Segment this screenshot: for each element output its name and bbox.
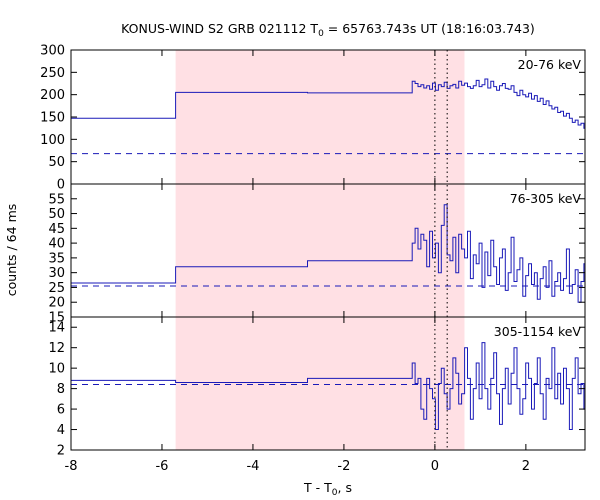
y-tick-label-panel-1-0: 0 [57, 178, 65, 193]
y-axis-label: counts / 64 ms [4, 204, 19, 297]
panel-frame-3 [70, 316, 586, 451]
x-tick-label-1: -6 [155, 459, 168, 474]
x-tick-label-3: -2 [337, 459, 350, 474]
x-tick-label-0: -8 [65, 459, 78, 474]
y-tick-label-panel-1-3: 150 [40, 111, 65, 126]
y-tick-label-panel-3-0: 2 [57, 444, 65, 459]
y-tick-label-panel-2-3: 30 [48, 266, 65, 281]
y-tick-label-panel-3-1: 4 [57, 423, 65, 438]
y-tick-label-panel-3-5: 12 [48, 341, 65, 356]
y-tick-label-panel-2-4: 35 [48, 251, 65, 266]
x-tick-label-2: -4 [246, 459, 259, 474]
y-tick-label-panel-2-1: 20 [48, 296, 65, 311]
y-tick-label-panel-2-5: 40 [48, 237, 65, 252]
y-tick-label-panel-3-6: 14 [48, 321, 65, 336]
x-tick-label-4: 0 [431, 459, 439, 474]
light-curve-panel-3 [71, 342, 585, 430]
x-axis-label: T - T0, s [303, 480, 352, 498]
y-tick-label-panel-2-0: 15 [48, 311, 65, 326]
y-tick-label-panel-1-1: 50 [48, 155, 65, 170]
x-axis-label-subscript: 0 [332, 488, 338, 498]
y-tick-label-panel-2-7: 50 [48, 207, 65, 222]
y-tick-label-panel-1-6: 300 [40, 44, 65, 59]
x-tick-label-5: 2 [522, 459, 530, 474]
chart-title-subscript: 0 [318, 29, 324, 39]
y-tick-label-panel-3-3: 8 [57, 382, 65, 397]
y-tick-label-panel-2-8: 55 [48, 192, 65, 207]
energy-band-label-panel-3: 305-1154 keV [494, 324, 582, 339]
y-tick-label-panel-1-5: 250 [40, 66, 65, 81]
x-axis-label-prefix: T - T [303, 480, 332, 495]
y-tick-label-panel-2-6: 45 [48, 222, 65, 237]
y-tick-label-panel-2-2: 25 [48, 281, 65, 296]
chart-title-prefix: KONUS-WIND S2 GRB 021112 T [121, 21, 318, 36]
energy-band-label-panel-1: 20-76 keV [518, 57, 582, 72]
y-tick-label-panel-1-2: 100 [40, 133, 65, 148]
x-axis-label-suffix: , s [338, 480, 352, 495]
y-tick-label-panel-3-2: 6 [57, 403, 65, 418]
chart-title-suffix: = 65763.743s UT (18:16:03.743) [324, 21, 535, 36]
energy-band-label-panel-2: 76-305 keV [510, 191, 582, 206]
y-tick-label-panel-3-4: 10 [48, 362, 65, 377]
chart-title: KONUS-WIND S2 GRB 021112 T0 = 65763.743s… [121, 21, 535, 39]
y-tick-label-panel-1-4: 200 [40, 88, 65, 103]
light-curve-panel-1 [71, 78, 585, 129]
